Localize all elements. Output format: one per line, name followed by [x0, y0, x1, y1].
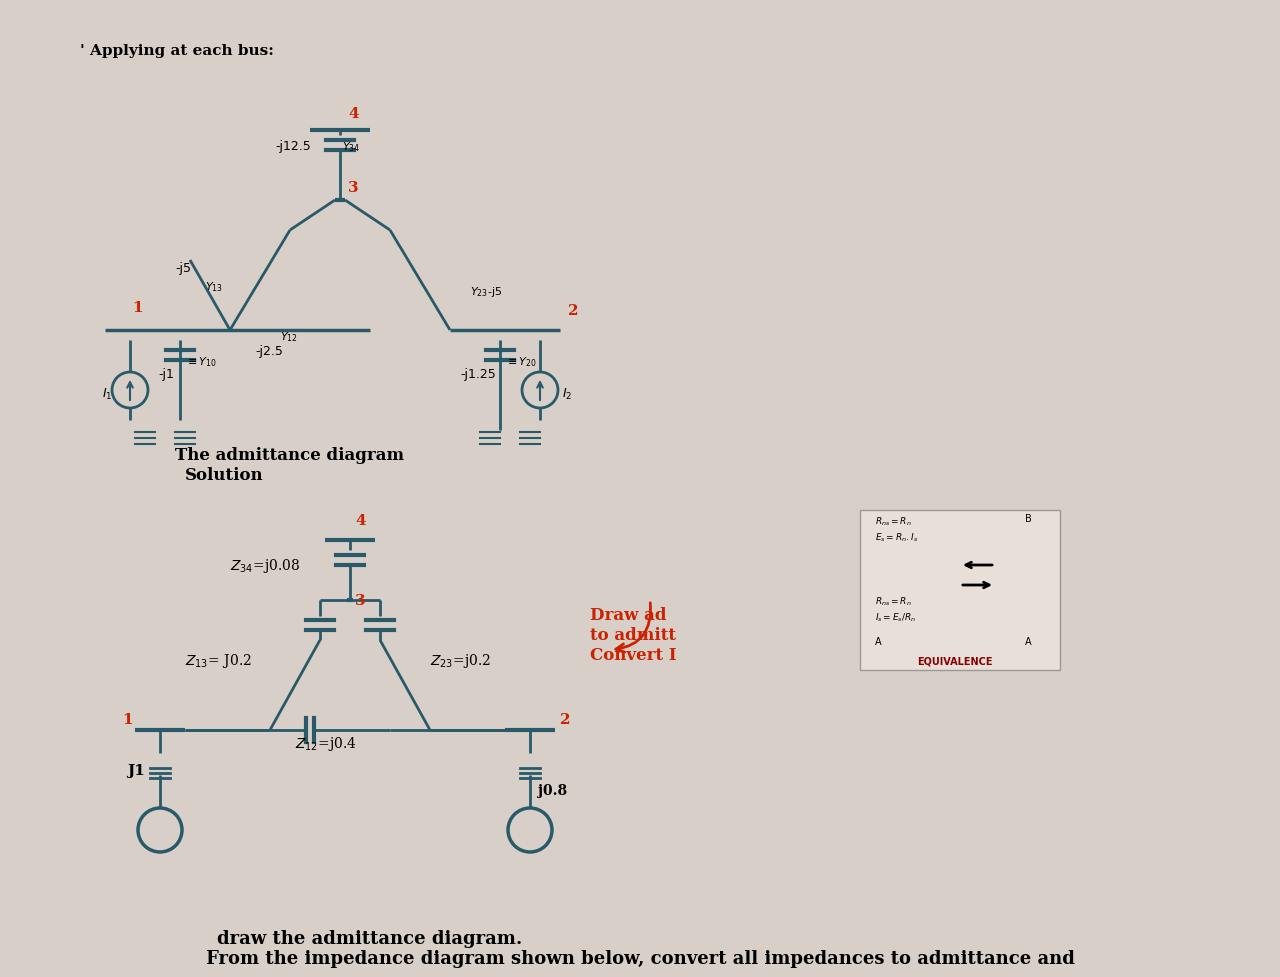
Text: $Z_{12}$=j0.4: $Z_{12}$=j0.4 — [294, 735, 357, 753]
Text: Solution: Solution — [186, 467, 264, 484]
Text: 1: 1 — [132, 301, 142, 315]
Text: $\equiv Y_{20}$: $\equiv Y_{20}$ — [506, 355, 536, 368]
Text: $I_s=E_s/R_n$: $I_s=E_s/R_n$ — [876, 611, 916, 623]
Text: A: A — [1025, 637, 1032, 647]
Text: $I_1$: $I_1$ — [102, 387, 113, 403]
Text: ' Applying at each bus:: ' Applying at each bus: — [79, 44, 274, 58]
Text: -j2.5: -j2.5 — [255, 345, 283, 358]
Text: $Y_{23}$-j5: $Y_{23}$-j5 — [470, 285, 502, 299]
Text: $Y_{12}$: $Y_{12}$ — [280, 330, 298, 344]
Text: J1: J1 — [127, 764, 145, 778]
Text: -j1: -j1 — [157, 368, 174, 381]
Text: draw the admittance diagram.: draw the admittance diagram. — [218, 930, 522, 948]
Text: -j1.25: -j1.25 — [460, 368, 495, 381]
Text: $Z_{13}$= J0.2: $Z_{13}$= J0.2 — [186, 652, 251, 670]
Text: 1: 1 — [122, 713, 133, 727]
Text: j0.8: j0.8 — [538, 784, 567, 798]
Text: 3: 3 — [355, 594, 366, 608]
Text: $I_2$: $I_2$ — [562, 387, 572, 403]
Text: $R_{ns}=R_n$: $R_{ns}=R_n$ — [876, 516, 911, 529]
Text: -j12.5: -j12.5 — [275, 140, 311, 153]
Text: $Y_{34}$: $Y_{34}$ — [342, 140, 360, 153]
Text: EQUIVALENCE: EQUIVALENCE — [918, 657, 993, 667]
Text: Convert I: Convert I — [590, 647, 677, 664]
Text: 2: 2 — [561, 713, 571, 727]
Text: $Z_{34}$=j0.08: $Z_{34}$=j0.08 — [230, 557, 301, 575]
Text: 4: 4 — [355, 514, 366, 528]
Text: to admitt: to admitt — [590, 627, 676, 644]
Text: $R_{ns}=R_n$: $R_{ns}=R_n$ — [876, 596, 911, 609]
Text: -j5: -j5 — [175, 262, 191, 275]
Text: A: A — [876, 637, 882, 647]
Bar — [860, 510, 1060, 670]
Text: $E_s=R_n.I_s$: $E_s=R_n.I_s$ — [876, 531, 918, 543]
Text: $\equiv Y_{10}$: $\equiv Y_{10}$ — [186, 355, 216, 368]
FancyArrowPatch shape — [616, 603, 650, 652]
Text: Draw ad: Draw ad — [590, 607, 667, 624]
Text: $Y_{13}$: $Y_{13}$ — [205, 280, 223, 294]
Text: The admittance diagram: The admittance diagram — [175, 447, 404, 464]
Text: $Z_{23}$=j0.2: $Z_{23}$=j0.2 — [430, 652, 490, 670]
Text: 3: 3 — [348, 181, 358, 195]
Text: 2: 2 — [568, 304, 579, 318]
Text: B: B — [1025, 514, 1032, 524]
Text: From the impedance diagram shown below, convert all impedances to admittance and: From the impedance diagram shown below, … — [206, 950, 1074, 968]
Text: 4: 4 — [348, 107, 358, 121]
